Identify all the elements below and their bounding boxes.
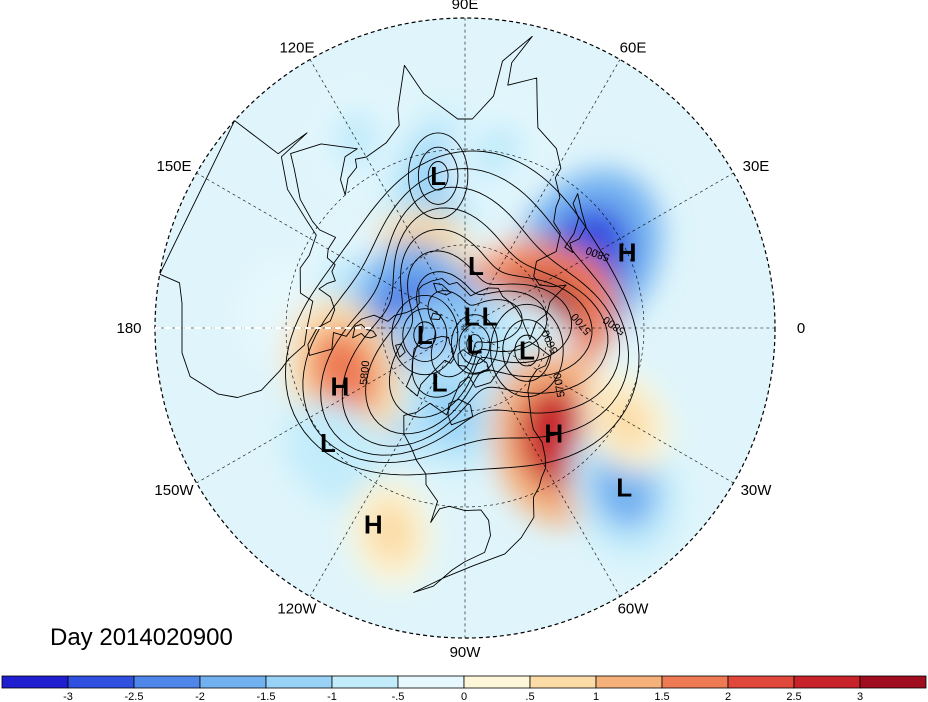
closed-low-contour (502, 319, 552, 382)
colorbar-swatch (199, 675, 267, 689)
colorbar-swatch (133, 675, 201, 689)
britain-outline (352, 323, 377, 339)
closed-low-contour (466, 334, 483, 355)
colorbar-tick-label: 0 (461, 691, 467, 702)
longitude-label: 120E (279, 39, 314, 56)
colorbar: -3 -2.5 -2 -1.5 -1 -.5 0 .5 1 1.5 2 2.5 3 (1, 675, 927, 702)
high-pressure-center: H (331, 371, 350, 401)
closed-low-contour (458, 324, 491, 365)
date-label: Day 2014020900 (50, 624, 233, 651)
anomaly-core (331, 107, 382, 173)
longitude-labels: 90E 60E 30E 0 30W 60W 90W 120W 150W 180 150E 120E (116, 0, 805, 661)
colorbar-swatch (331, 675, 399, 689)
colorbar-swatch (859, 675, 927, 689)
longitude-label: 150W (154, 482, 194, 499)
low-pressure-center: L (430, 161, 446, 191)
colorbar-tick-label: -3 (63, 691, 73, 702)
height-contour (285, 150, 640, 476)
height-contour (388, 250, 573, 418)
closed-low-contour (514, 334, 540, 367)
closed-low-contour (427, 161, 449, 191)
colorbar-swatch (397, 675, 465, 689)
colorbar-tick-label: -.5 (392, 691, 405, 702)
longitude-label: 60E (620, 39, 647, 56)
anomaly-core (420, 372, 481, 448)
low-pressure-center: L (482, 302, 498, 332)
high-pressure-center: H (364, 510, 383, 540)
colorbar-tick-label: -2 (195, 691, 205, 702)
closed-low-contour (408, 132, 469, 220)
north-america-outline (403, 341, 550, 593)
colorbar-tick-label: -2.5 (125, 691, 144, 702)
closed-low-contour (413, 321, 437, 349)
colorbar-tick-label: 1 (593, 691, 599, 702)
latitude-circle (285, 148, 645, 508)
height-contour (365, 228, 593, 435)
colorbar-swatch (595, 675, 663, 689)
contour-label: 5800 (358, 360, 372, 385)
eurasia-outline (290, 35, 567, 356)
colorbar-swatch (793, 675, 861, 689)
longitude-label: 30W (741, 482, 773, 499)
colorbar-swatch (529, 675, 597, 689)
colorbar-swatch (463, 675, 531, 689)
colorbar-tick-label: 1.5 (654, 691, 669, 702)
height-contour (341, 207, 609, 447)
closed-low-contour (490, 303, 564, 398)
low-pressure-center: L (468, 251, 484, 281)
continent-outlines (159, 35, 587, 593)
longitude-label: 180 (116, 320, 141, 337)
colorbar-tick-label: -1.5 (257, 691, 276, 702)
colorbar-swatch (727, 675, 795, 689)
low-pressure-center: L (616, 472, 632, 502)
contour-label: 5700 (552, 372, 568, 398)
colorbar-tick-label: 2 (725, 691, 731, 702)
closed-low-contour (402, 308, 448, 362)
low-pressure-center: L (320, 428, 336, 458)
low-pressure-center: L (467, 329, 483, 359)
longitude-label: 0 (797, 320, 805, 337)
latitude-circle (381, 244, 549, 412)
colorbar-tick-label: 2.5 (786, 691, 801, 702)
colorbar-tick-label: .5 (525, 691, 534, 702)
closed-low-contour (391, 295, 459, 376)
colorbar-tick-label: -1 (327, 691, 337, 702)
low-pressure-center: L (464, 301, 480, 331)
closed-low-contour (450, 314, 499, 375)
anomaly-core (365, 499, 416, 565)
colorbar-swatch (67, 675, 135, 689)
longitude-label: 150E (156, 158, 191, 175)
colorbar-swatch (1, 675, 69, 689)
low-pressure-center: L (417, 320, 433, 350)
closed-low-contour (417, 146, 459, 205)
colorbar-swatch (265, 675, 333, 689)
high-pressure-center: H (544, 419, 563, 449)
longitude-label: 30E (743, 158, 770, 175)
low-pressure-center: L (519, 336, 535, 366)
low-pressure-center: L (432, 368, 448, 398)
longitude-label: 60W (618, 601, 650, 618)
novaya-zemlya-outline (433, 282, 452, 296)
japan-outline (564, 193, 587, 253)
anomaly-core (600, 390, 653, 452)
longitude-label: 90E (452, 0, 479, 13)
high-pressure-center: H (618, 237, 637, 267)
colorbar-swatch (661, 675, 729, 689)
svalbard-outline (430, 312, 442, 321)
height-contour (411, 271, 548, 398)
graticule (155, 18, 775, 638)
map-disk (155, 18, 775, 638)
longitude-label: 120W (277, 601, 317, 618)
longitude-label: 90W (450, 644, 482, 661)
africa-outline (159, 120, 317, 398)
colorbar-tick-label: 3 (857, 691, 863, 702)
